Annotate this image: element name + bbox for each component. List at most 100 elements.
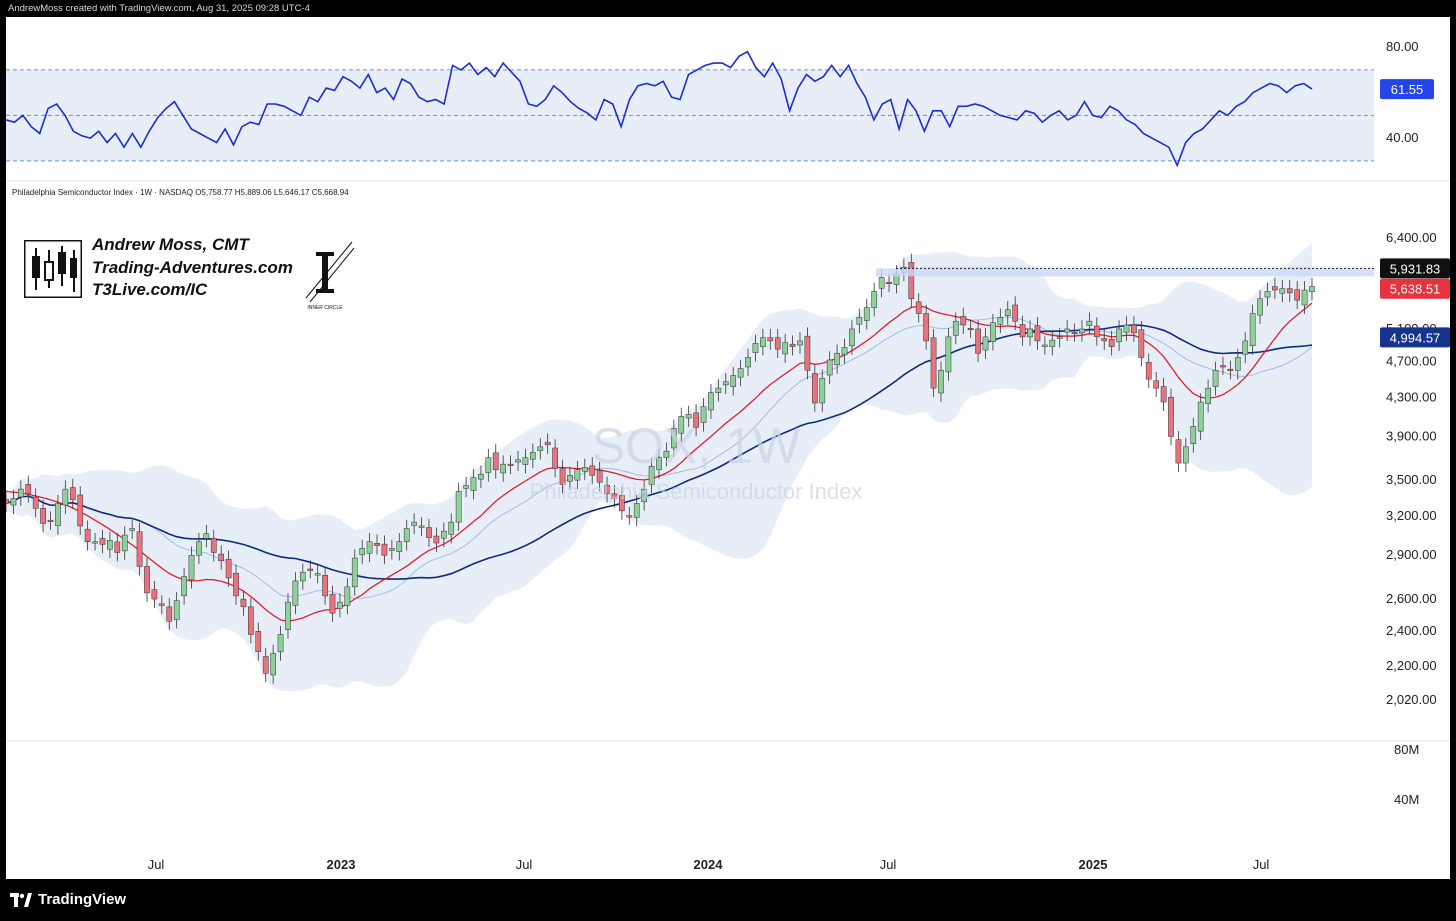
candle-body <box>782 342 788 355</box>
candle-body <box>871 291 878 308</box>
candle-body <box>440 530 447 539</box>
candle-body <box>1160 386 1167 403</box>
candle-body <box>849 328 855 347</box>
candle-body <box>374 543 380 546</box>
candle-body <box>448 521 455 535</box>
candle-body <box>760 337 766 347</box>
price-axis-tick: 3,500.00 <box>1386 472 1437 487</box>
candle-body <box>69 487 76 501</box>
candle-body <box>915 301 922 314</box>
candle-body <box>693 412 699 428</box>
candle-body <box>1086 320 1093 326</box>
candle-body <box>930 337 937 389</box>
candle-body <box>470 477 477 491</box>
candle-body <box>1227 368 1234 371</box>
candle-body <box>337 601 343 609</box>
candle-body <box>797 340 803 346</box>
rsi-line <box>5 50 1313 168</box>
candle-body <box>923 313 929 342</box>
candle-body <box>522 457 529 465</box>
candlestick-logo-icon <box>24 240 82 298</box>
candle-body <box>181 576 187 597</box>
chart-area[interactable]: 80.00 40.00 61.55 SOX, 1W Philadelphia Semic… <box>3 17 1450 879</box>
candle-body <box>1242 340 1249 355</box>
candle-body <box>945 336 952 373</box>
candle-body <box>1019 324 1026 338</box>
candle-body <box>158 603 165 606</box>
candle-body <box>359 548 366 556</box>
candle-body <box>774 337 781 350</box>
rsi-axis-tick: 40.00 <box>1386 130 1419 145</box>
candle-body <box>626 515 633 518</box>
candle-body <box>285 601 291 630</box>
price-axis-tick: 6,400.00 <box>1386 230 1437 245</box>
chart-svg[interactable]: 80.00 40.00 61.55 SOX, 1W Philadelphia Semic… <box>3 17 1450 879</box>
candle-body <box>1197 401 1204 432</box>
candle-body <box>826 359 833 376</box>
candle-body <box>1286 288 1293 294</box>
candle-body <box>967 328 974 331</box>
candle-body <box>233 572 239 597</box>
candle-body <box>515 459 521 463</box>
candle-body <box>619 495 625 512</box>
price-tag <box>1380 258 1450 279</box>
candle-body <box>151 589 158 600</box>
candle-body <box>478 473 484 480</box>
candle-body <box>789 343 796 347</box>
candle-body <box>314 573 321 576</box>
candle-body <box>581 467 588 472</box>
time-axis-tick: 2024 <box>694 857 724 872</box>
candle-body <box>1123 324 1130 333</box>
time-axis-tick: Jul <box>1253 857 1270 872</box>
candle-body <box>567 475 573 482</box>
candle-body <box>389 548 395 551</box>
candle-body <box>455 491 462 523</box>
candle-body <box>1183 446 1189 464</box>
candle-body <box>492 452 499 470</box>
candle-body <box>248 606 254 635</box>
candle-body <box>1257 298 1263 316</box>
candle-body <box>1071 331 1078 334</box>
tradingview-logo[interactable]: TradingView <box>10 891 126 908</box>
footer-bar: TradingView <box>0 879 1456 921</box>
candle-body <box>908 262 915 299</box>
candle-body <box>656 457 662 470</box>
candle-body <box>1027 328 1033 338</box>
candle-body <box>878 277 885 289</box>
candle-body <box>841 347 848 356</box>
candle-body <box>203 533 210 539</box>
price-tag-label: 4,994.57 <box>1390 330 1441 345</box>
candle-body <box>433 535 440 544</box>
candle-body <box>351 557 358 588</box>
candle-body <box>1294 289 1301 301</box>
candle-body <box>173 600 180 620</box>
price-axis-tick: 4,300.00 <box>1386 389 1437 404</box>
candle-body <box>1131 324 1137 334</box>
candle-body <box>218 553 225 562</box>
resistance-zone <box>876 268 1374 277</box>
candle-body <box>17 488 24 498</box>
candle-body <box>804 335 811 371</box>
candle-body <box>767 337 774 342</box>
candle-body <box>1101 338 1108 342</box>
candle-body <box>975 328 981 354</box>
candle-body <box>92 541 98 544</box>
brand-author: Andrew Moss, CMT <box>92 235 249 254</box>
candle-body <box>737 368 744 378</box>
candle-body <box>166 606 173 622</box>
candle-body <box>62 488 69 506</box>
price-tag-label: 5,931.83 <box>1390 261 1441 276</box>
candle-body <box>574 469 581 481</box>
volume-axis-tick: 40M <box>1394 792 1419 807</box>
candle-body <box>107 540 113 550</box>
candle-body <box>990 322 996 342</box>
candle-body <box>463 485 469 489</box>
footer-brand: TradingView <box>38 891 127 908</box>
candle-body <box>1093 325 1100 338</box>
candle-body <box>329 594 336 614</box>
candle-body <box>1249 313 1256 347</box>
rsi-axis-tick: 80.00 <box>1386 39 1419 54</box>
candle-body <box>997 317 1004 325</box>
candle-body <box>307 568 314 571</box>
